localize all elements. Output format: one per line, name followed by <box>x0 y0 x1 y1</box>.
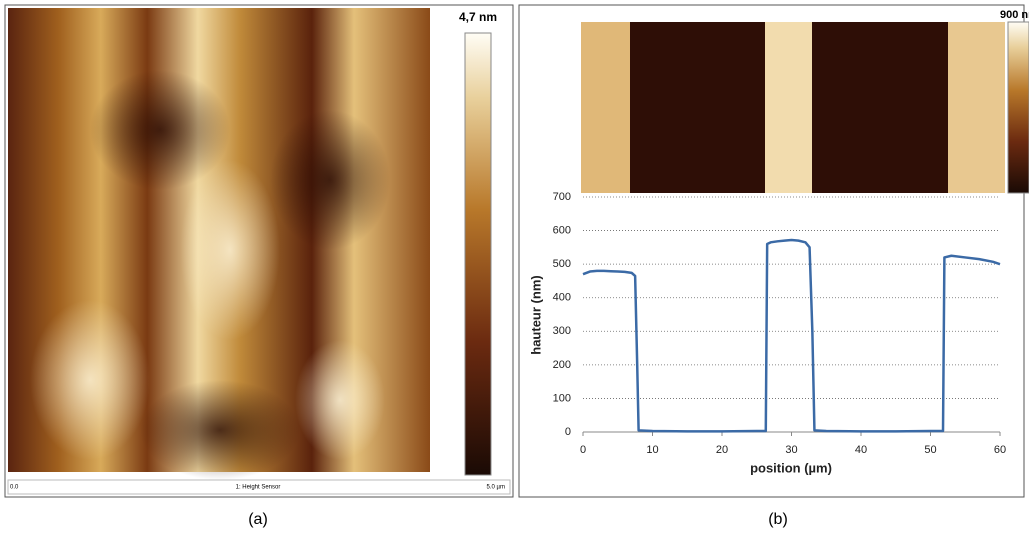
scale-start: 0.0 <box>10 485 19 491</box>
afm-shade <box>90 70 230 190</box>
y-tick-label: 500 <box>553 258 571 270</box>
stripe-high <box>765 22 812 193</box>
x-tick-label: 20 <box>716 444 728 456</box>
afm-shade <box>140 380 300 480</box>
data-line <box>582 238 1001 433</box>
y-tick-label: 700 <box>553 191 571 203</box>
x-tick-label: 60 <box>994 444 1006 456</box>
afm-shade <box>270 110 390 250</box>
colorbar-label: 900 nm <box>1000 9 1029 21</box>
channel-label: 1: Height Sensor <box>236 485 281 491</box>
y-tick-label: 200 <box>553 359 571 371</box>
colorbar-label: 4,7 nm <box>459 10 497 24</box>
x-tick-label: 50 <box>924 444 936 456</box>
scale-end: 5.0 µm <box>487 485 505 491</box>
stripe-low <box>630 22 765 193</box>
caption: (a) <box>248 511 268 528</box>
colorbar <box>1007 21 1029 194</box>
stripe-high <box>948 22 1005 193</box>
stripe-low <box>812 22 948 193</box>
y-tick-label: 600 <box>553 224 571 236</box>
scale-bar <box>7 479 511 495</box>
x-tick-label: 0 <box>580 444 586 456</box>
afm-highlight <box>180 160 280 340</box>
y-tick-label: 400 <box>553 292 571 304</box>
x-axis-label: position (µm) <box>750 460 832 475</box>
afm-highlight <box>30 300 150 460</box>
x-tick-label: 10 <box>646 444 658 456</box>
caption: (b) <box>768 511 788 528</box>
y-axis-label: hauteur (nm) <box>528 275 543 354</box>
x-tick-label: 30 <box>785 444 797 456</box>
afm-highlight <box>295 340 385 460</box>
colorbar <box>464 32 492 476</box>
y-tick-label: 300 <box>553 325 571 337</box>
y-tick-label: 100 <box>553 392 571 404</box>
plot: 0 100 200 300 400 500 600 700 0 10 20 30 40 50 60 <box>553 191 1006 456</box>
stripe-high <box>581 22 630 193</box>
x-tick-label: 40 <box>855 444 867 456</box>
y-tick-label: 0 <box>565 426 571 438</box>
